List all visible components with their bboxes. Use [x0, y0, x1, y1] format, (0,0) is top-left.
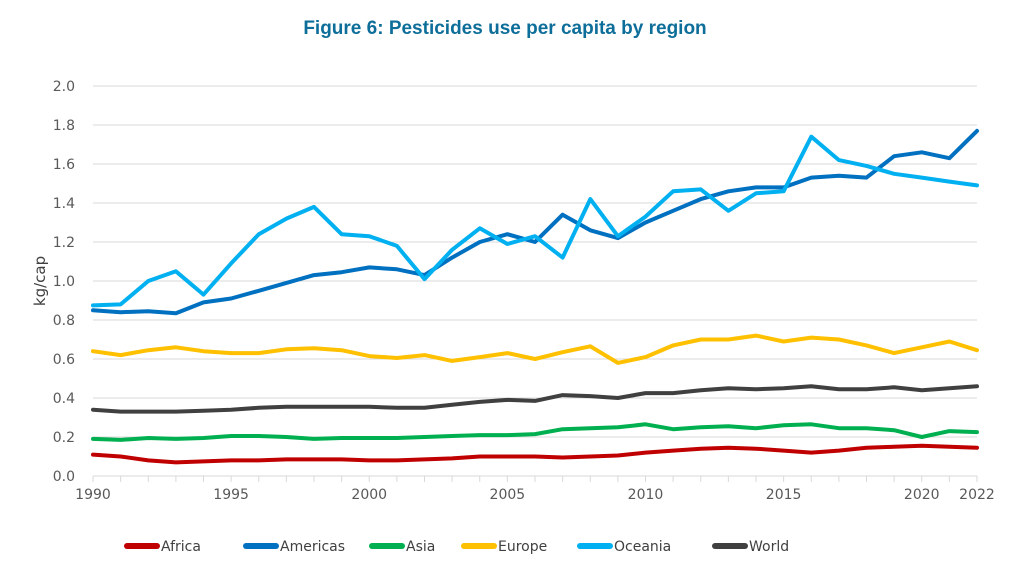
series-line-world [91, 384, 979, 414]
y-tick-label: 1.8 [53, 118, 75, 134]
series-lines [91, 128, 979, 465]
gridlines [93, 85, 977, 438]
y-tick-label: 1.2 [53, 235, 75, 251]
series-line-oceania [91, 134, 979, 308]
series-line-asia [91, 422, 979, 442]
y-tick-label: 1.0 [53, 274, 75, 290]
legend-label: Europe [498, 539, 547, 555]
y-tick-label: 0.4 [53, 391, 75, 407]
chart-title: Figure 6: Pesticides use per capita by r… [303, 18, 707, 39]
y-tick-label: 0.0 [53, 469, 75, 485]
x-tick-label: 2015 [766, 487, 802, 503]
y-tick-label: 1.6 [53, 157, 75, 173]
legend-item-asia: Asia [369, 539, 435, 555]
x-tick-label: 2020 [904, 487, 940, 503]
y-axis: 0.0 0.2 0.4 0.6 0.8 1.0 1.2 1.4 1.6 1.8 2.0 [53, 79, 75, 485]
legend-label: Africa [161, 539, 201, 555]
y-tick-label: 2.0 [53, 79, 75, 95]
legend-item-americas: Americas [243, 539, 345, 555]
x-tick-label: 2000 [351, 487, 387, 503]
y-tick-label: 0.6 [53, 352, 75, 368]
legend-item-africa: Africa [124, 539, 201, 555]
legend-label: Asia [406, 539, 435, 555]
x-tick-label: 1990 [75, 487, 111, 503]
x-tick-label: 2022 [959, 487, 995, 503]
x-tick-label: 1995 [213, 487, 249, 503]
legend-item-europe: Europe [461, 539, 547, 555]
y-tick-label: 0.8 [53, 313, 75, 329]
y-axis-title: kg/cap [31, 256, 49, 306]
x-tick-label: 2010 [628, 487, 664, 503]
legend-item-world: World [712, 539, 789, 555]
series-line-americas [91, 128, 979, 316]
x-tick-label: 2005 [490, 487, 526, 503]
legend-label: World [749, 539, 789, 555]
y-tick-label: 1.4 [53, 196, 75, 212]
series-line-europe [91, 333, 979, 365]
y-tick-label: 0.2 [53, 430, 75, 446]
legend-label: Oceania [614, 539, 671, 555]
series-line-africa [91, 443, 979, 465]
legend-item-oceania: Oceania [577, 539, 671, 555]
legend-label: Americas [280, 539, 345, 555]
legend: Africa Americas Asia Europe Oceania World [124, 539, 789, 555]
x-axis: 1990 1995 2000 2005 2010 2015 2020 2022 [75, 475, 995, 503]
